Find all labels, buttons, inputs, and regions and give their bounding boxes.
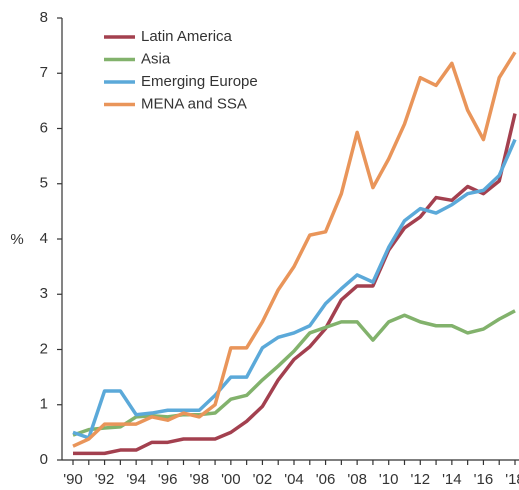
x-tick-label: '12 xyxy=(411,471,431,488)
x-tick-label: '94 xyxy=(126,471,146,488)
series-line xyxy=(72,309,516,437)
x-tick-label: '18 xyxy=(505,471,519,488)
y-tick-label: 5 xyxy=(40,175,48,192)
series-line xyxy=(72,51,517,448)
y-tick-label: 1 xyxy=(40,396,48,413)
x-tick-label: '98 xyxy=(190,471,210,488)
y-tick-label: 0 xyxy=(40,451,48,468)
y-tick-label: 4 xyxy=(40,230,48,247)
y-tick-label: 8 xyxy=(40,9,48,26)
x-tick-label: '96 xyxy=(158,471,178,488)
x-tick-label: '02 xyxy=(253,471,273,488)
legend-label: Asia xyxy=(141,50,171,67)
x-tick-label: '92 xyxy=(95,471,115,488)
legend-label: MENA and SSA xyxy=(141,95,247,112)
x-tick-label: '06 xyxy=(316,471,336,488)
x-tick-label: '04 xyxy=(284,471,304,488)
series-line xyxy=(73,113,517,456)
x-tick-label: '08 xyxy=(347,471,367,488)
x-tick-label: '16 xyxy=(474,471,494,488)
y-tick-label: 2 xyxy=(40,340,48,357)
y-tick-label: 6 xyxy=(40,119,48,136)
legend-label: Latin America xyxy=(141,28,233,45)
x-tick-label: '10 xyxy=(379,471,399,488)
series-line xyxy=(72,138,517,440)
legend-label: Emerging Europe xyxy=(141,73,258,90)
y-tick-label: 3 xyxy=(40,285,48,302)
x-tick-label: '00 xyxy=(221,471,241,488)
x-tick-label: '90 xyxy=(63,471,83,488)
y-tick-label: 7 xyxy=(40,64,48,81)
x-tick-label: '14 xyxy=(442,471,462,488)
y-axis-label: % xyxy=(10,231,23,248)
